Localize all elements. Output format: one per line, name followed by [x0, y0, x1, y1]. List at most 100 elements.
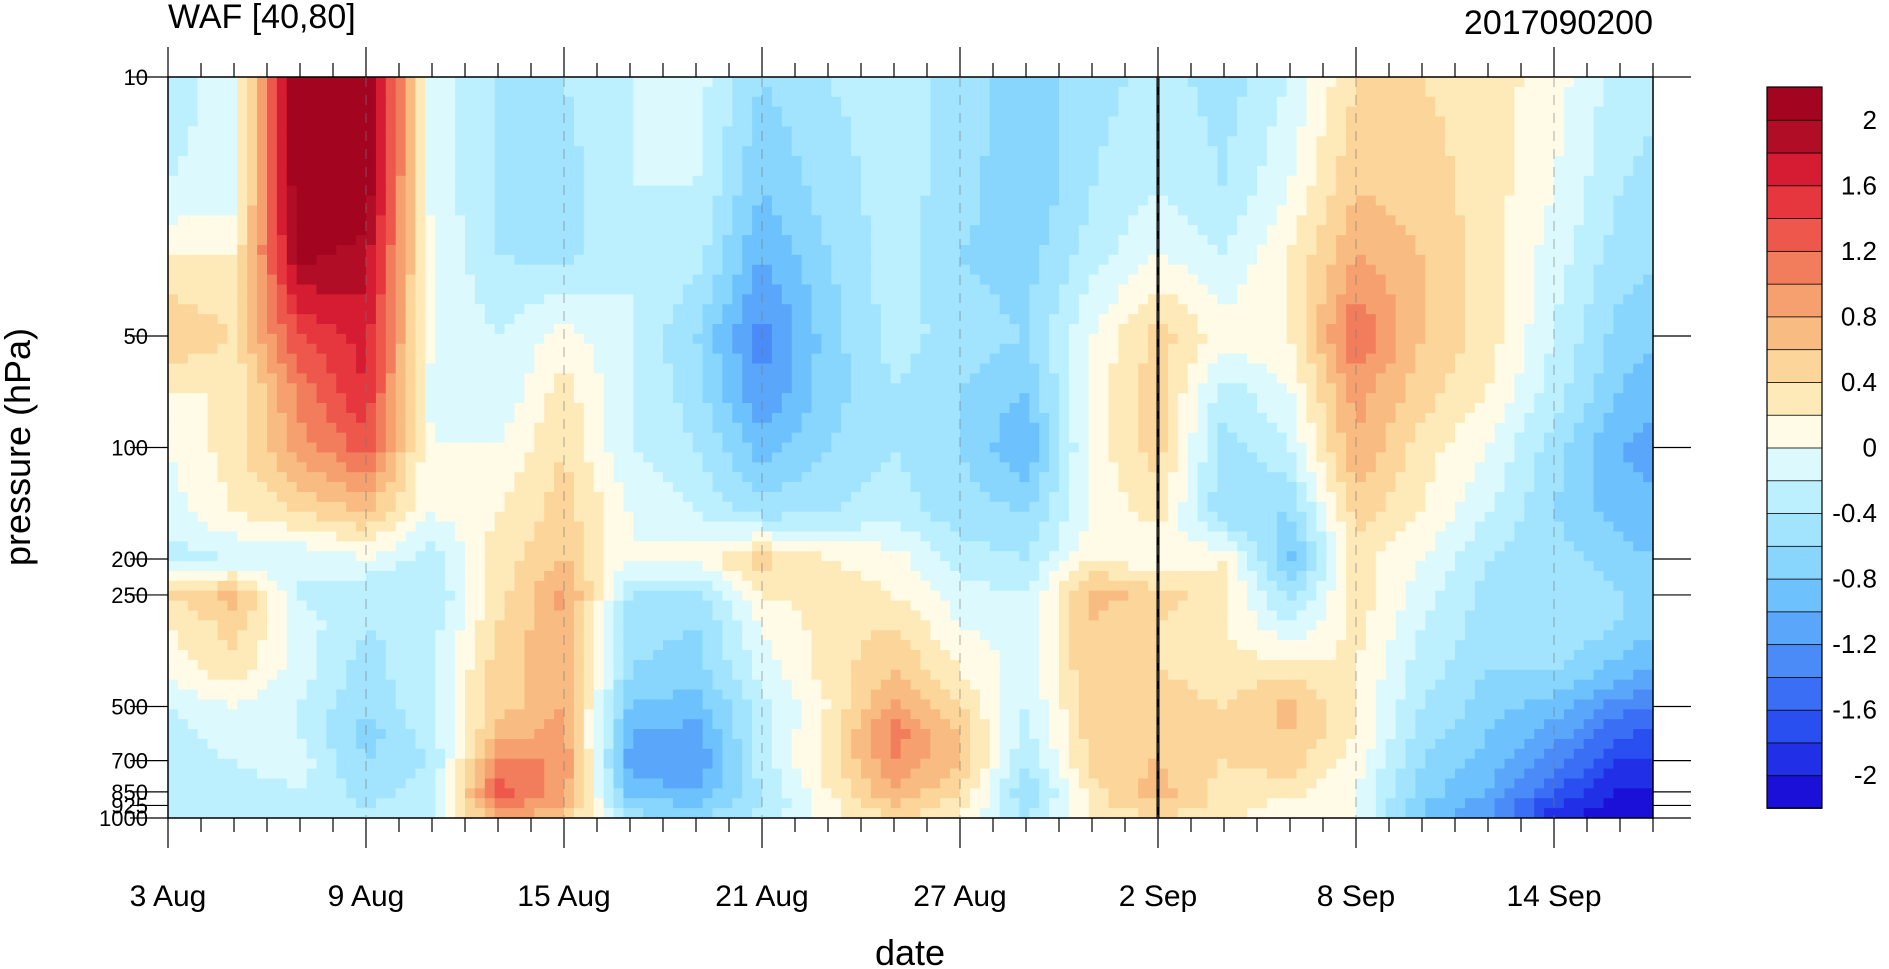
- contour-cell: [1049, 373, 1060, 384]
- contour-cell: [1385, 225, 1397, 236]
- contour-cell: [336, 393, 347, 404]
- contour-cell: [910, 185, 921, 197]
- contour-cell: [1603, 146, 1614, 157]
- contour-cell: [1316, 324, 1327, 335]
- contour-cell: [1415, 165, 1426, 177]
- contour-cell: [1375, 244, 1387, 256]
- contour-cell: [1563, 274, 1575, 286]
- contour-cell: [801, 225, 813, 236]
- contour-cell: [1059, 146, 1070, 157]
- contour-cell: [870, 77, 882, 88]
- contour-cell: [1128, 96, 1139, 108]
- contour-cell: [1068, 96, 1080, 108]
- contour-cell: [474, 106, 486, 118]
- contour-cell: [227, 274, 238, 286]
- contour-cell: [1643, 244, 1653, 256]
- contour-cell: [1643, 373, 1653, 384]
- contour-cell: [1108, 383, 1119, 394]
- contour-cell: [1524, 136, 1535, 147]
- contour-cell: [1197, 324, 1209, 335]
- contour-cell: [455, 195, 466, 207]
- contour-cell: [1623, 225, 1634, 236]
- contour-cell: [514, 383, 525, 394]
- contour-cell: [207, 383, 219, 394]
- contour-cell: [623, 96, 634, 108]
- contour-cell: [870, 96, 882, 108]
- contour-cell: [613, 274, 624, 286]
- contour-cell: [1187, 106, 1199, 118]
- contour-cell: [1603, 373, 1614, 384]
- contour-cell: [1296, 244, 1308, 256]
- contour-cell: [633, 254, 644, 266]
- contour-cell: [752, 294, 763, 305]
- contour-cell: [1415, 343, 1426, 355]
- contour-cell: [979, 373, 991, 384]
- contour-cell: [920, 205, 931, 216]
- contour-cell: [762, 195, 773, 207]
- contour-cell: [197, 205, 209, 216]
- contour-cell: [1276, 126, 1288, 137]
- contour-cell: [1009, 165, 1020, 177]
- contour-cell: [771, 353, 783, 365]
- contour-cell: [969, 235, 981, 246]
- contour-cell: [920, 333, 931, 345]
- contour-cell: [1286, 363, 1298, 374]
- contour-cell: [1583, 363, 1595, 374]
- contour-cell: [286, 363, 298, 374]
- contour-cell: [643, 215, 654, 226]
- contour-cell: [1356, 126, 1367, 137]
- contour-cell: [1405, 96, 1416, 108]
- contour-cell: [583, 205, 595, 216]
- contour-cell: [1435, 136, 1446, 147]
- contour-cell: [296, 294, 308, 305]
- contour-cell: [247, 373, 258, 384]
- contour-cell: [1563, 264, 1575, 276]
- contour-cell: [375, 383, 387, 394]
- contour-cell: [771, 175, 783, 187]
- contour-cell: [1059, 284, 1070, 295]
- contour-cell: [1544, 254, 1555, 266]
- contour-cell: [534, 363, 545, 374]
- contour-cell: [1306, 235, 1317, 246]
- contour-cell: [732, 363, 743, 374]
- contour-cell: [366, 333, 377, 345]
- contour-cell: [1356, 165, 1367, 177]
- contour-cell: [1138, 205, 1149, 216]
- contour-cell: [920, 343, 931, 355]
- contour-cell: [1336, 106, 1347, 118]
- contour-cell: [801, 274, 813, 286]
- contour-cell: [811, 393, 822, 404]
- contour-cell: [237, 403, 248, 414]
- contour-cell: [1484, 383, 1496, 394]
- contour-cell: [1405, 353, 1416, 365]
- contour-cell: [544, 96, 555, 108]
- contour-cell: [1425, 294, 1436, 305]
- contour-cell: [1068, 235, 1080, 246]
- contour-cell: [1187, 393, 1199, 404]
- contour-cell: [415, 225, 426, 236]
- contour-cell: [554, 244, 565, 256]
- contour-cell: [742, 314, 753, 325]
- contour-cell: [870, 215, 882, 226]
- contour-cell: [1524, 195, 1535, 207]
- contour-cell: [1554, 116, 1565, 127]
- contour-cell: [1207, 96, 1218, 108]
- contour-cell: [1623, 264, 1634, 276]
- contour-cell: [1573, 294, 1585, 305]
- contour-cell: [1346, 96, 1357, 108]
- contour-cell: [633, 284, 644, 295]
- contour-cell: [1266, 235, 1278, 246]
- contour-cell: [1237, 333, 1248, 345]
- contour-cell: [1514, 175, 1525, 187]
- contour-cell: [168, 215, 179, 226]
- contour-cell: [356, 225, 367, 236]
- contour-cell: [801, 314, 813, 325]
- contour-cell: [474, 77, 486, 88]
- contour-cell: [1435, 195, 1446, 207]
- contour-cell: [336, 106, 347, 118]
- contour-cell: [227, 324, 238, 335]
- contour-cell: [187, 146, 199, 157]
- contour-cell: [653, 363, 664, 374]
- contour-cell: [1108, 294, 1119, 305]
- contour-cell: [1138, 304, 1149, 315]
